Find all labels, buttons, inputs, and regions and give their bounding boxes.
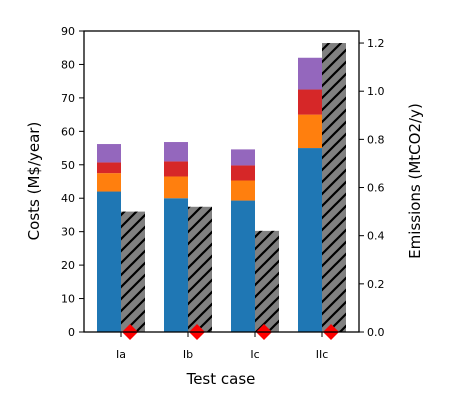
y2-tick-label: 1.2 — [367, 37, 385, 50]
emissions-bar-hatch-Ic — [255, 230, 279, 332]
cost-bar-IIc-segment-1 — [298, 148, 322, 332]
y-tick-label: 10 — [61, 293, 75, 306]
y-tick-label: 90 — [61, 25, 75, 38]
x-tick-label: Ic — [250, 348, 259, 361]
cost-bar-IIc-segment-2 — [298, 114, 322, 149]
y2-tick-label: 0.8 — [367, 133, 385, 146]
y2-tick-label: 0.6 — [367, 182, 385, 195]
cost-bar-Ia-segment-2 — [97, 173, 121, 192]
y-tick-label: 50 — [61, 159, 75, 172]
x-tick-label: IIc — [316, 348, 329, 361]
y2-tick-label: 0.2 — [367, 278, 385, 291]
y-tick-label: 70 — [61, 92, 75, 105]
y2-tick-label: 0.0 — [367, 326, 385, 339]
x-axis-title: Test case — [186, 370, 256, 388]
cost-bar-Ib-segment-1 — [164, 198, 188, 332]
cost-bar-Ib-segment-3 — [164, 161, 188, 177]
y-axis-title: Costs (M$/year) — [25, 122, 43, 241]
cost-bar-Ia-segment-1 — [97, 191, 121, 332]
cost-bar-IIc-segment-3 — [298, 89, 322, 115]
x-tick-label: Ib — [183, 348, 193, 361]
cost-bar-IIc-segment-4 — [298, 57, 322, 90]
y-tick-label: 20 — [61, 259, 75, 272]
emissions-bar-hatch-Ia — [121, 211, 145, 332]
cost-bar-Ib-segment-4 — [164, 142, 188, 162]
cost-bar-Ic-segment-2 — [231, 180, 255, 201]
emissions-bar-hatch-IIc — [322, 43, 346, 332]
y2-tick-label: 0.4 — [367, 230, 385, 243]
y-tick-label: 60 — [61, 125, 75, 138]
cost-bar-Ic-segment-3 — [231, 165, 255, 181]
cost-bar-Ia-segment-4 — [97, 144, 121, 163]
plot-frame — [83, 30, 360, 333]
axes-frame — [83, 30, 360, 333]
cost-bar-Ia-segment-3 — [97, 162, 121, 174]
cost-bar-Ic-segment-4 — [231, 149, 255, 166]
y2-tick-label: 1.0 — [367, 85, 385, 98]
x-tick-label: Ia — [116, 348, 126, 361]
y-tick-label: 30 — [61, 226, 75, 239]
y2-axis-title: Emissions (MtCO2/y) — [406, 103, 424, 259]
y-tick-label: 40 — [61, 192, 75, 205]
emissions-bar-hatch-Ib — [188, 206, 212, 332]
y-tick-label: 0 — [68, 326, 75, 339]
cost-bar-Ic-segment-1 — [231, 200, 255, 332]
cost-bar-Ib-segment-2 — [164, 176, 188, 199]
bars-layer — [97, 43, 346, 340]
y-tick-label: 80 — [61, 58, 75, 71]
ticks-layer: 0 10 20 30 40 50 60 70 80 90 0.0 0.2 0.4 0.6 0.8 1.0 1.2… — [61, 25, 385, 361]
